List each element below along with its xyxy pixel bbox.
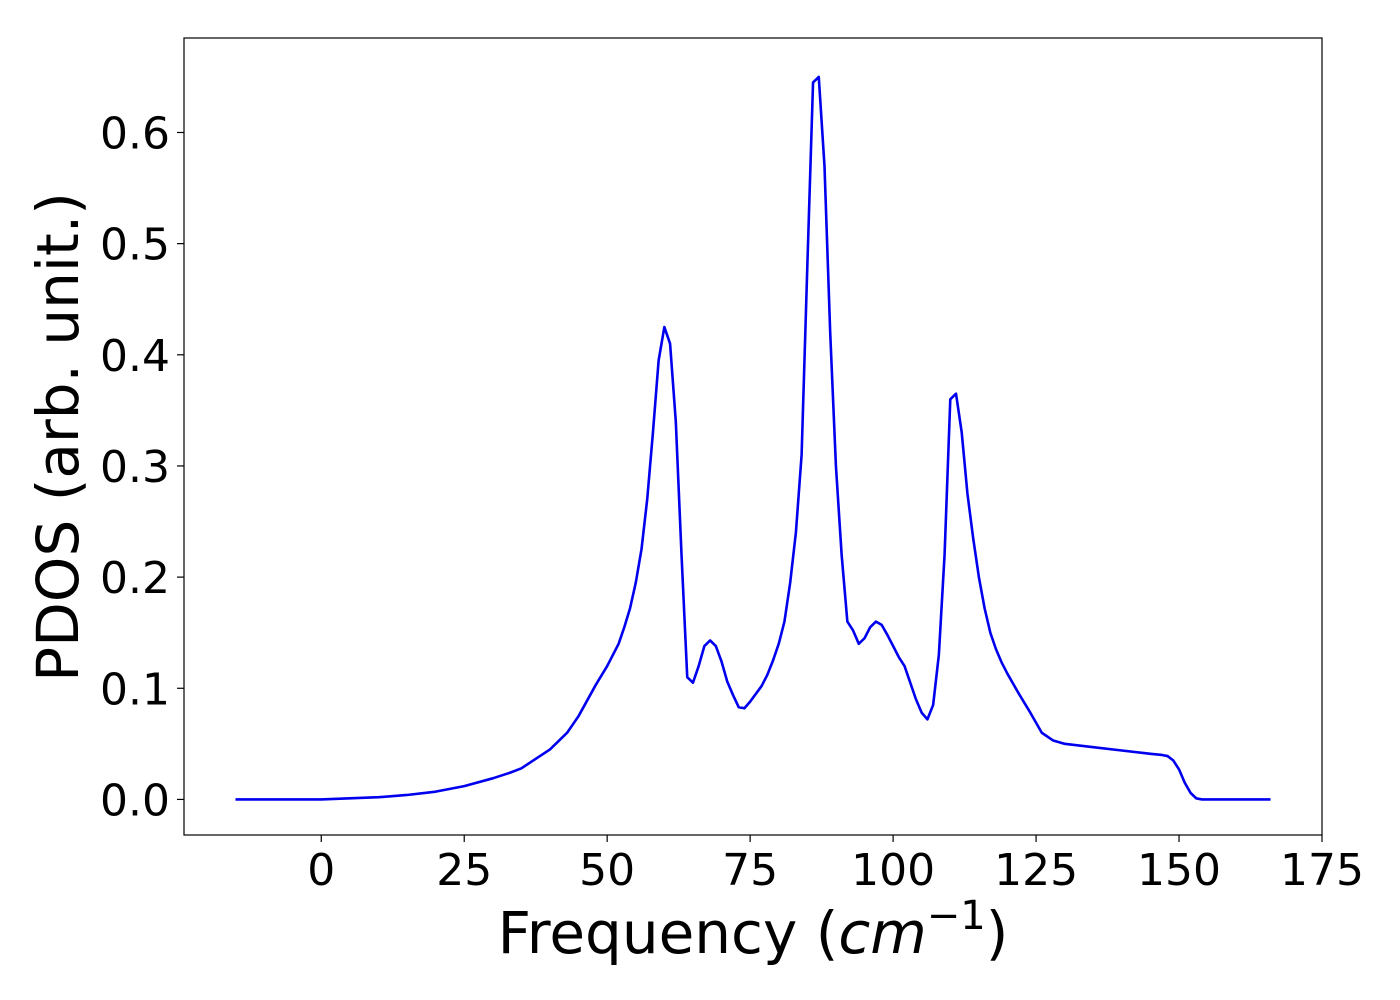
x-axis-title-suffix: ) — [986, 899, 1009, 967]
x-axis-title-math: cm — [838, 899, 926, 967]
x-axis-ticks: 0 25 50 75 100 125 150 175 — [307, 835, 1364, 896]
x-tick-label: 175 — [1280, 845, 1364, 896]
x-axis-title-superscript: −1 — [927, 893, 986, 939]
series-layer — [235, 75, 1271, 801]
y-tick-label: 0.6 — [100, 108, 170, 159]
plot-frame — [183, 37, 1323, 836]
y-tick-label: 0.0 — [100, 775, 170, 826]
x-tick-label: 125 — [994, 845, 1078, 896]
y-tick-label: 0.1 — [100, 664, 170, 715]
x-tick-label: 100 — [851, 845, 935, 896]
x-axis-title: Frequency (cm−1) — [498, 893, 1009, 967]
x-tick-label: 0 — [307, 845, 335, 896]
x-tick-label: 150 — [1137, 845, 1221, 896]
y-tick-label: 0.2 — [100, 553, 170, 604]
y-tick-label: 0.5 — [100, 220, 170, 271]
x-tick-label: 75 — [722, 845, 778, 896]
x-tick-label: 25 — [436, 845, 492, 896]
x-tick-label: 50 — [579, 845, 635, 896]
y-tick-label: 0.4 — [100, 331, 170, 382]
x-axis-title-prefix: Frequency ( — [498, 899, 839, 967]
series-line-0 — [235, 75, 1271, 801]
y-tick-label: 0.3 — [100, 442, 170, 493]
y-axis-title: PDOS (arb. unit.) — [24, 192, 92, 682]
y-axis-ticks: 0.0 0.1 0.2 0.3 0.4 0.5 0.6 — [100, 108, 184, 826]
